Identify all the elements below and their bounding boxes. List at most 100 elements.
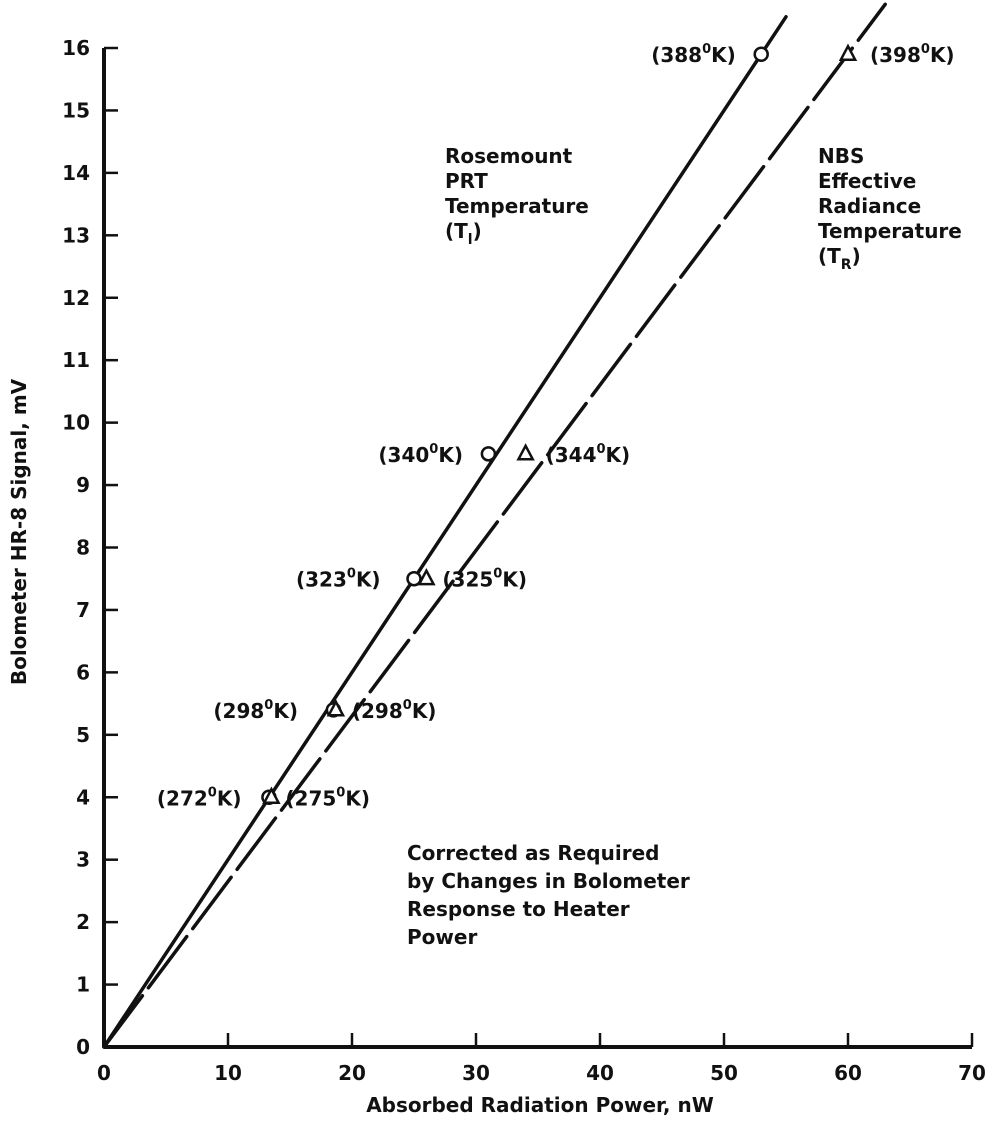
point-label-degree: 0 (921, 42, 930, 57)
point-label-prt: (3880K) (651, 42, 736, 67)
series-label-nbs-sub: R (841, 257, 852, 273)
series-label-prt-sub: l (468, 232, 473, 248)
marker-nbs (516, 443, 535, 461)
series-lines (102, 2, 887, 1049)
point-label-value: (298 (213, 699, 264, 723)
point-label-unit: K) (502, 568, 527, 592)
y-tick-label: 12 (62, 286, 90, 310)
point-label-prt: (3400K) (378, 442, 463, 467)
point-label-degree: 0 (403, 698, 412, 713)
point-label-degree: 0 (702, 42, 711, 57)
marker-prt (480, 446, 497, 462)
point-label-nbs: (3440K) (546, 442, 631, 467)
point-label-unit: K) (412, 699, 437, 723)
point-label-degree: 0 (596, 442, 605, 457)
point-label-nbs: (2750K) (285, 785, 370, 810)
point-label-value: (325 (442, 568, 493, 592)
series-label-nbs-line2: Effective (818, 169, 916, 193)
marker-prt (753, 46, 769, 62)
x-tick-label: 20 (338, 1061, 366, 1085)
y-tick-label: 3 (76, 848, 90, 872)
point-label-value: (272 (157, 786, 208, 810)
series-label-prt-close: ) (473, 219, 482, 243)
point-label-prt: (3230K) (296, 567, 381, 592)
point-label-degree: 0 (347, 567, 356, 582)
y-tick-label: 13 (62, 223, 90, 247)
point-label-degree: 0 (208, 785, 217, 800)
marker-nbs (838, 43, 858, 61)
y-tick-label: 10 (62, 411, 90, 435)
point-label-unit: K) (930, 43, 955, 67)
point-label-unit: K) (711, 43, 736, 67)
series-label-nbs: NBS Effective Radiance Temperature (TR) (818, 144, 969, 273)
series-label-prt-line4: (T (445, 219, 468, 243)
series-label-nbs-close: ) (852, 244, 861, 268)
point-label-degree: 0 (429, 442, 438, 457)
point-label-degree: 0 (336, 785, 345, 800)
point-label-value: (388 (651, 43, 702, 67)
point-label-unit: K) (273, 699, 298, 723)
y-tick-label: 11 (62, 348, 90, 372)
point-label-degree: 0 (493, 567, 502, 582)
point-label-unit: K) (606, 443, 631, 467)
y-tick-label: 14 (62, 161, 90, 185)
correction-note-line2: by Changes in Bolometer (407, 869, 690, 893)
y-tick-label: 4 (76, 785, 90, 809)
correction-note-line1: Corrected as Required (407, 841, 659, 865)
series-label-nbs-line1: NBS (818, 144, 864, 168)
y-tick-label: 2 (76, 910, 90, 934)
point-label-nbs: (2980K) (352, 698, 437, 723)
series-label-nbs-line5: (T (818, 244, 841, 268)
series-label-prt-line2: PRT (445, 169, 488, 193)
point-label-value: (275 (285, 786, 336, 810)
y-tick-label: 0 (76, 1035, 90, 1059)
y-tick-label: 6 (76, 660, 90, 684)
y-tick-label: 9 (76, 473, 90, 497)
marker-nbs (326, 699, 346, 717)
point-label-value: (398 (870, 43, 921, 67)
y-tick-label: 16 (62, 36, 90, 60)
point-label-unit: K) (217, 786, 242, 810)
y-tick-label: 7 (76, 598, 90, 622)
point-label-unit: K) (438, 443, 463, 467)
point-label-degree: 0 (264, 698, 273, 713)
x-tick-label: 60 (834, 1061, 862, 1085)
x-axis-label: Absorbed Radiation Power, nW (366, 1093, 714, 1117)
point-label-value: (344 (546, 443, 597, 467)
y-tick-label: 5 (76, 723, 90, 747)
point-labels: (2720K)(2980K)(3230K)(3400K)(3880K)(2750… (157, 42, 955, 810)
series-label-prt: Rosemount PRT Temperature (Tl) (445, 144, 596, 248)
x-tick-label: 50 (710, 1061, 738, 1085)
x-tick-label: 30 (462, 1061, 490, 1085)
series-label-prt-line1: Rosemount (445, 144, 573, 168)
series-label-prt-line3: Temperature (445, 194, 589, 218)
point-label-prt: (2720K) (157, 785, 242, 810)
marker-nbs (262, 786, 281, 804)
series-label-nbs-line4: Temperature (818, 219, 962, 243)
series-line-nbs (102, 2, 887, 1049)
correction-note-line4: Power (407, 925, 477, 949)
series-line-prt (102, 15, 788, 1049)
x-tick-label: 40 (586, 1061, 614, 1085)
x-tick-label: 0 (97, 1061, 111, 1085)
point-label-value: (323 (296, 568, 347, 592)
y-tick-label: 8 (76, 536, 90, 560)
point-label-unit: K) (356, 568, 381, 592)
y-axis-label: Bolometer HR-8 Signal, mV (7, 378, 31, 685)
point-label-nbs: (3250K) (442, 567, 527, 592)
point-label-prt: (2980K) (213, 698, 298, 723)
y-tick-label: 15 (62, 98, 90, 122)
x-tick-label: 70 (958, 1061, 985, 1085)
correction-note-line3: Response to Heater (407, 897, 630, 921)
point-label-nbs: (3980K) (870, 42, 955, 67)
correction-note: Corrected as Required by Changes in Bolo… (407, 841, 697, 949)
marker-prt (406, 570, 422, 587)
point-label-value: (298 (352, 699, 403, 723)
point-label-value: (340 (378, 443, 429, 467)
point-label-unit: K) (345, 786, 370, 810)
markers (261, 43, 858, 805)
y-tick-label: 1 (76, 973, 90, 997)
x-tick-label: 10 (214, 1061, 242, 1085)
